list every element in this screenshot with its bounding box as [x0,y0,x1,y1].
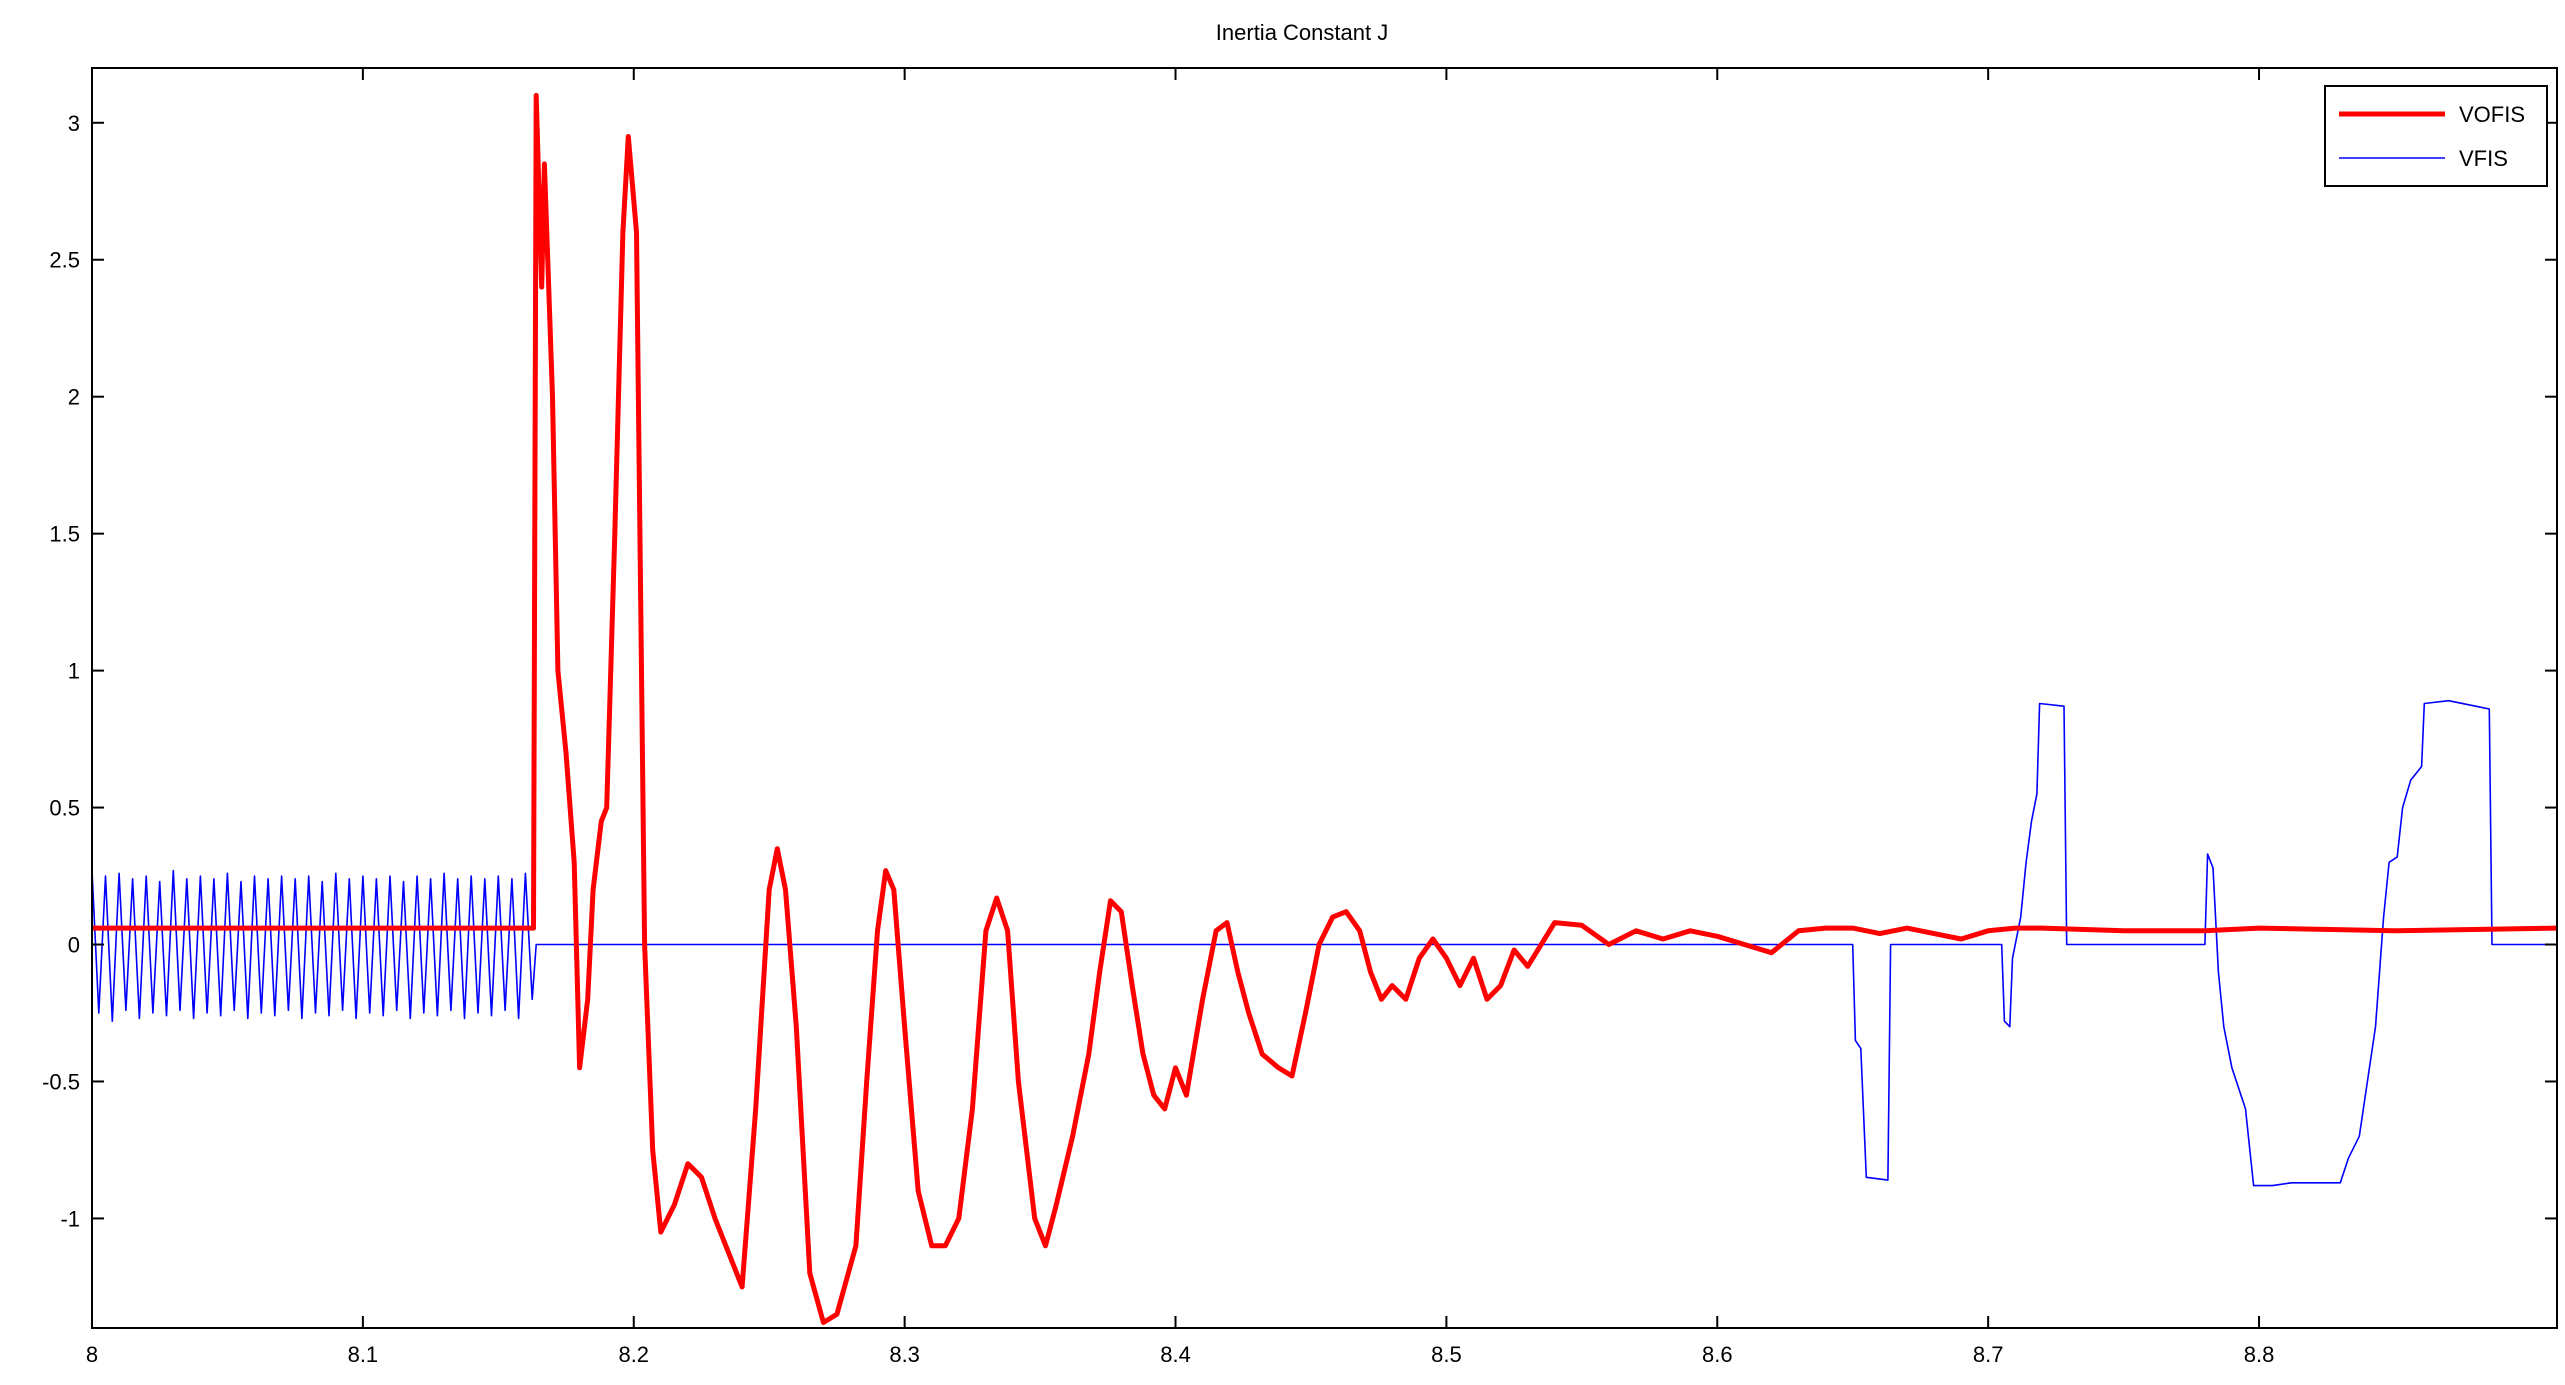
y-tick-label: 0.5 [49,796,80,821]
legend-label-vofis: VOFIS [2459,102,2525,127]
y-tick-label: 1 [68,659,80,684]
y-tick-label: 1.5 [49,522,80,547]
tick-layer: 8 8.1 8.2 8.3 8.4 8.5 8.6 8.7 8.8 -1 -0.5 0 0.5 1 1.5 2… [42,68,2557,1367]
x-tick-label: 8.4 [1160,1342,1191,1367]
y-tick-label: -0.5 [42,1069,80,1094]
axes-box [91,67,2558,1329]
x-tick-label: 8.7 [1973,1342,2004,1367]
y-tick-label: -1 [60,1206,80,1231]
x-tick-label: 8.3 [889,1342,920,1367]
x-tick-label: 8.1 [348,1342,379,1367]
x-tick-label: 8.5 [1431,1342,1462,1367]
y-tick-label: 2 [68,385,80,410]
plot-area [92,92,2557,1325]
x-tick-label: 8.6 [1702,1342,1733,1367]
chart-title: Inertia Constant J [1216,20,1388,45]
legend: VOFIS VFIS [2324,85,2548,187]
x-tick-label: 8.8 [2244,1342,2275,1367]
y-tick-label: 2.5 [49,248,80,273]
y-tick-label: 0 [68,933,80,958]
x-tick-label: 8 [86,1342,98,1367]
series-line-vfis [92,699,2557,1187]
x-tick-label: 8.2 [618,1342,649,1367]
y-tick-label: 3 [68,111,80,136]
legend-label-vfis: VFIS [2459,146,2508,171]
legend-box [2324,85,2548,187]
series-line-vofis [92,92,2557,1325]
